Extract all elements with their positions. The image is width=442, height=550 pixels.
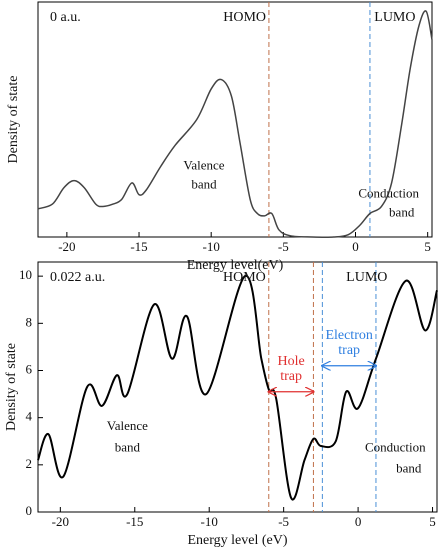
annotation: HOMO (223, 270, 266, 285)
y-tick-label: 4 (26, 409, 33, 424)
y-tick-label: 2 (26, 456, 33, 471)
annotation: Conduction (365, 439, 426, 454)
dos-curve (37, 275, 438, 501)
annotation: band (389, 204, 415, 219)
panel-label: 0.022 a.u. (50, 270, 105, 285)
x-tick-label: -10 (201, 514, 218, 529)
annotation: band (115, 439, 141, 454)
x-tick-label: 0 (355, 514, 362, 529)
y-tick-label: 10 (19, 267, 32, 282)
x-tick-label: 5 (424, 239, 431, 254)
annotation: HOMO (223, 10, 266, 25)
y-tick-label: 8 (26, 314, 33, 329)
x-axis-label: Energy level (eV) (187, 533, 287, 548)
annotation: Conduction (358, 186, 419, 201)
plot-frame (37, 261, 438, 513)
y-axis-label: Density of state (6, 76, 21, 164)
y-tick-label: 6 (26, 361, 33, 376)
trap-label: trap (280, 369, 302, 384)
annotation: LUMO (374, 10, 415, 25)
y-axis-label: Density of state (4, 343, 19, 431)
y-tick-label: 0 (26, 503, 33, 518)
x-tick-label: -15 (130, 239, 147, 254)
annotation: Valence (183, 157, 224, 172)
trap-label: Hole (277, 354, 304, 369)
x-tick-label: 5 (429, 514, 436, 529)
trap-label: Electron (325, 328, 372, 343)
dos-curve (37, 10, 433, 238)
annotation: LUMO (346, 270, 387, 285)
x-tick-label: -20 (58, 239, 75, 254)
x-tick-label: -20 (52, 514, 69, 529)
x-tick-label: -5 (278, 514, 289, 529)
plot-frame (37, 1, 433, 238)
annotation: band (191, 176, 217, 191)
x-tick-label: -5 (278, 239, 289, 254)
trap-label: trap (338, 343, 360, 358)
annotation: Valence (107, 418, 148, 433)
annotation: band (396, 461, 422, 476)
x-tick-label: -15 (126, 514, 143, 529)
x-tick-label: 0 (352, 239, 359, 254)
x-tick-label: -10 (203, 239, 220, 254)
panel-label: 0 a.u. (50, 10, 81, 25)
